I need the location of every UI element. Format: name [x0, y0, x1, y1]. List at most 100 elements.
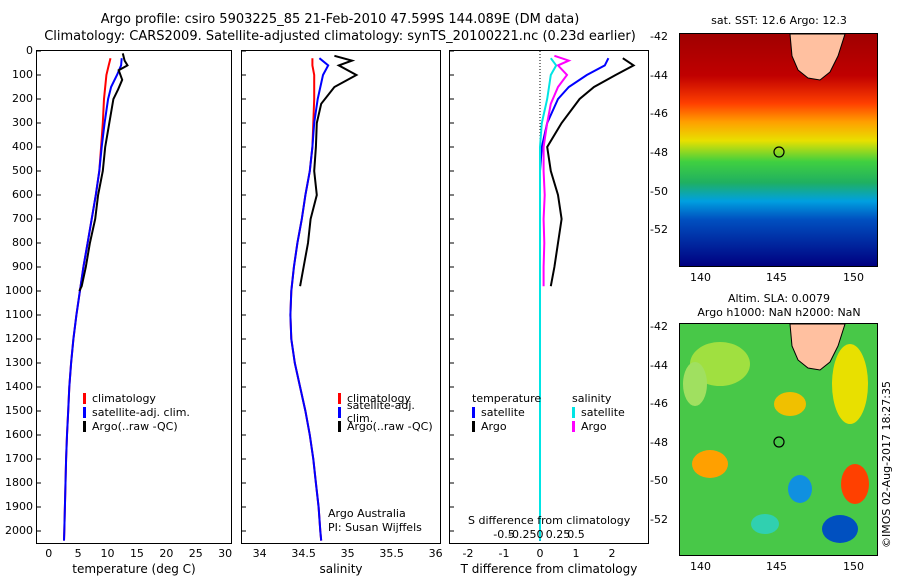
sla-map-image: [680, 324, 877, 555]
depth-tick-label: 0: [26, 44, 33, 57]
legend-item-argo: Argo(..raw -QC): [338, 419, 440, 433]
sst-map-image: [680, 34, 877, 266]
depth-tick-label: 200: [12, 92, 33, 105]
legend-label: Argo(..raw -QC): [92, 419, 178, 433]
map-lon-tick: 140: [690, 271, 711, 284]
s-diff-tick-label: 0.25: [545, 528, 571, 541]
difference-plot: [450, 51, 636, 543]
map-lon-tick: 150: [843, 560, 864, 573]
imos-credit: ©IMOS 02-Aug-2017 18:27:35: [880, 381, 893, 548]
depth-tick-label: 1900: [5, 500, 33, 513]
salinity-legend: climatology satellite-adj. clim. Argo(..…: [338, 391, 440, 433]
depth-tick-label: 1800: [5, 476, 33, 489]
legend-label: satellite: [581, 405, 625, 419]
diff-legend-temperature: temperature satellite Argo: [472, 391, 541, 433]
salinity-plot: [242, 51, 359, 541]
legend-label: Argo: [481, 419, 507, 433]
map-lat-tick: -50: [650, 184, 668, 198]
legend-item-climatology: climatology: [338, 391, 440, 405]
legend-item-satellite: satellite-adj. clim.: [338, 399, 440, 425]
depth-tick-label: 1500: [5, 404, 33, 417]
chart-title-line2: Climatology: CARS2009. Satellite-adjuste…: [44, 29, 636, 44]
legend-label: satellite: [481, 405, 525, 419]
legend-item-s-argo: Argo: [572, 419, 625, 433]
temperature-tick-label: 5: [74, 547, 82, 560]
salinity-tick-label: 35.5: [379, 547, 404, 560]
argo-position-marker: [773, 146, 785, 158]
map-lat-tick: -50: [650, 474, 668, 487]
series-line-argo-raw-qc-: [78, 53, 129, 292]
legend-label: climatology: [92, 391, 156, 405]
sla-map: [679, 323, 878, 556]
temperature-panel: climatology satellite-adj. clim. Argo(..…: [36, 50, 232, 544]
salinity-tick-label: 36: [428, 547, 443, 560]
s-diff-tick-label: 0: [536, 528, 544, 541]
argo-note: Argo Australia PI: Susan Wijffels: [328, 507, 422, 535]
depth-tick-label: 600: [12, 188, 33, 201]
s-diff-tick-label: 0.5: [567, 528, 585, 541]
map-lat-tick: -42: [650, 30, 668, 43]
argo-note-line2: PI: Susan Wijffels: [328, 521, 422, 534]
argo-position-marker: [773, 436, 785, 448]
legend-label: satellite-adj. clim.: [92, 405, 190, 419]
map-lat-tick: -52: [650, 223, 668, 237]
temperature-tick-label: 15: [129, 547, 144, 560]
salinity-tick-label: 34.5: [291, 547, 316, 560]
salinity-panel: climatology satellite-adj. clim. Argo(..…: [241, 50, 441, 544]
legend-label: Argo(..raw -QC): [347, 419, 433, 433]
series-line-temperature-argo: [546, 57, 636, 287]
legend-item-argo: Argo(..raw -QC): [83, 419, 190, 433]
series-line-salinity-argo: [542, 54, 572, 287]
legend-item-climatology: climatology: [83, 391, 190, 405]
depth-tick-label: 1600: [5, 428, 33, 441]
legend-title-temperature: temperature: [472, 391, 542, 405]
series-line-satellite-adj-clim-: [289, 57, 330, 541]
depth-tick-label: 300: [12, 116, 33, 129]
difference-xlabel: T difference from climatology: [460, 562, 638, 576]
depth-tick-label: 900: [12, 260, 33, 273]
t-diff-tick-label: 0: [536, 547, 544, 560]
t-diff-tick-label: 2: [608, 547, 616, 560]
t-diff-tick-label: -1: [498, 547, 510, 560]
t-diff-tick-label: 1: [572, 547, 580, 560]
temperature-plot: [37, 51, 129, 541]
depth-tick-label: 1100: [5, 308, 33, 321]
temperature-tick-label: 10: [100, 547, 115, 560]
diff-legend-salinity: salinity satellite Argo: [572, 391, 625, 433]
map-lon-tick: 145: [766, 560, 787, 573]
series-line-argo-raw-qc-: [299, 54, 359, 287]
tasmania-shape: [789, 34, 846, 81]
map-lon-tick: 145: [766, 271, 787, 284]
temperature-legend: climatology satellite-adj. clim. Argo(..…: [83, 391, 190, 433]
map-lat-tick: -46: [650, 397, 668, 410]
legend-item-s-satellite: satellite: [572, 405, 625, 419]
series-line-salinity-satellite: [539, 57, 558, 541]
depth-tick-label: 400: [12, 140, 33, 153]
map-bottom-title-line2: Argo h1000: NaN h2000: NaN: [697, 306, 861, 319]
legend-item-t-satellite: satellite: [472, 405, 541, 419]
t-diff-tick-label: -2: [462, 547, 474, 560]
map-lat-tick: -48: [650, 146, 668, 159]
series-line-satellite-adj-clim-: [63, 58, 123, 541]
map-top-title: sat. SST: 12.6 Argo: 12.3: [711, 14, 847, 27]
sst-map: [679, 33, 878, 267]
depth-tick-label: 1700: [5, 452, 33, 465]
map-lat-tick: -44: [650, 68, 668, 82]
map-lon-tick: 150: [843, 271, 864, 284]
legend-item-satellite: satellite-adj. clim.: [83, 405, 190, 419]
map-lat-tick: -48: [650, 435, 668, 449]
temperature-tick-label: 20: [159, 547, 174, 560]
chart-title-line1: Argo profile: csiro 5903225_85 21-Feb-20…: [100, 12, 580, 27]
argo-note-line1: Argo Australia: [328, 507, 406, 520]
map-lat-tick: -46: [650, 107, 668, 121]
legend-title-salinity: salinity: [572, 391, 612, 405]
depth-tick-label: 2000: [5, 524, 33, 537]
map-lat-tick: -44: [650, 358, 668, 372]
depth-tick-label: 100: [12, 68, 33, 81]
depth-tick-label: 1200: [5, 332, 33, 345]
map-lat-tick: -52: [650, 512, 668, 526]
salinity-tick-label: 34: [252, 547, 267, 560]
map-lat-tick: -42: [650, 320, 668, 333]
depth-tick-label: 500: [12, 164, 33, 177]
temperature-tick-label: 0: [45, 547, 53, 560]
